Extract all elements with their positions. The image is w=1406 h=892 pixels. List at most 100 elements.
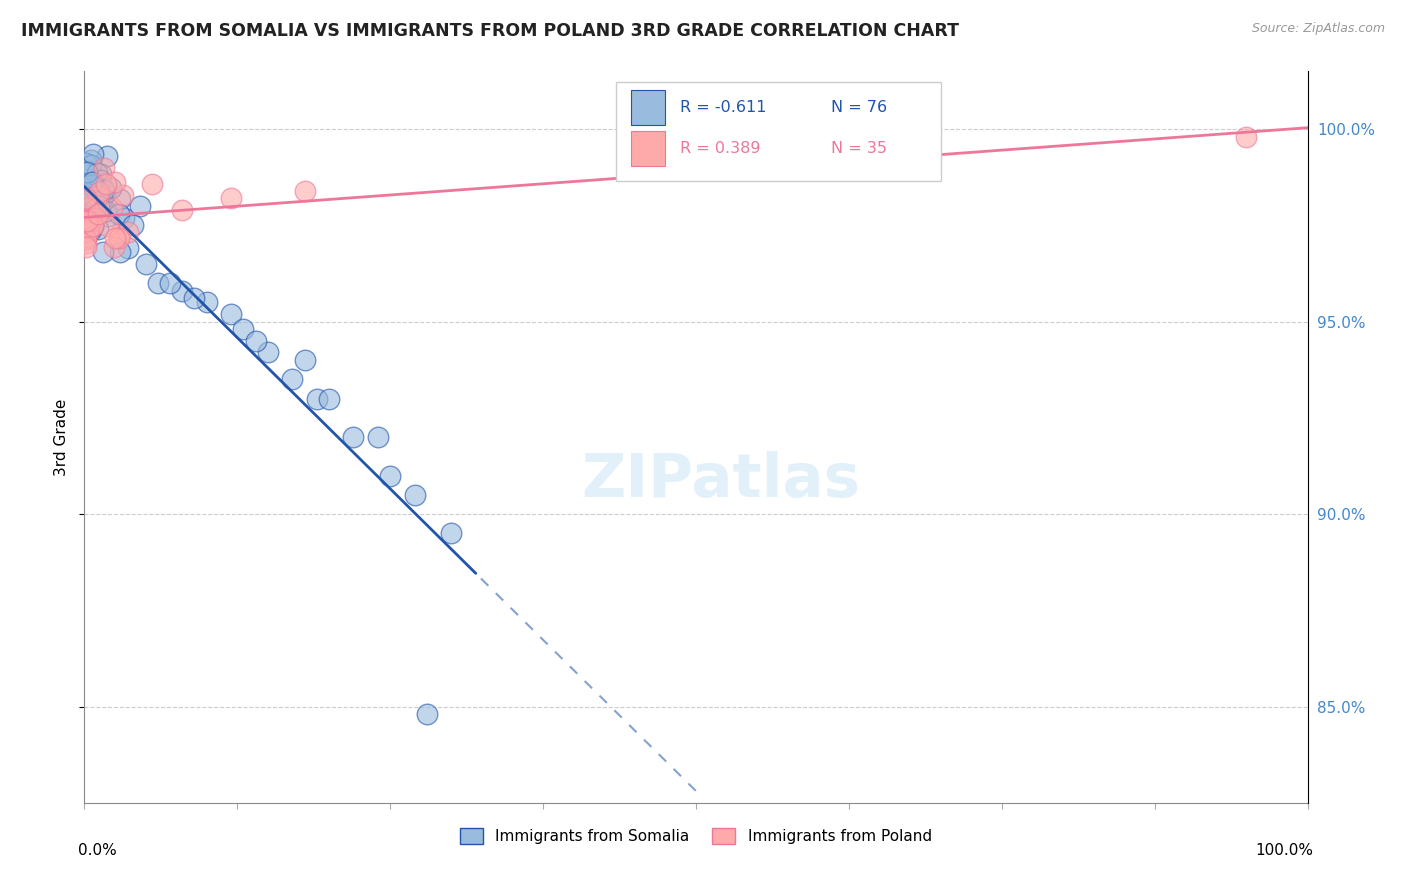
Point xyxy=(103,240,125,254)
Point xyxy=(91,245,114,260)
Point xyxy=(404,488,426,502)
Text: Source: ZipAtlas.com: Source: ZipAtlas.com xyxy=(1251,22,1385,36)
Point xyxy=(82,219,104,234)
Point xyxy=(232,322,254,336)
Point xyxy=(281,372,304,386)
Point xyxy=(96,149,118,163)
Point xyxy=(75,197,97,211)
Point xyxy=(79,215,101,229)
Point xyxy=(83,173,105,187)
Point xyxy=(83,178,105,192)
Point xyxy=(104,176,127,190)
Point xyxy=(77,176,100,190)
Point xyxy=(129,199,152,213)
Point xyxy=(76,200,98,214)
Point xyxy=(82,219,104,233)
Point xyxy=(294,353,316,368)
Point xyxy=(84,202,107,216)
Point xyxy=(77,221,100,235)
Point xyxy=(79,211,101,226)
Point xyxy=(84,183,107,197)
Point xyxy=(77,203,100,218)
Point xyxy=(80,158,103,172)
Point xyxy=(76,213,98,227)
FancyBboxPatch shape xyxy=(616,82,941,181)
Point xyxy=(122,219,145,233)
Point xyxy=(219,191,242,205)
Point xyxy=(83,194,105,208)
Text: R = 0.389: R = 0.389 xyxy=(681,141,761,156)
Point xyxy=(87,222,110,236)
Point xyxy=(294,184,316,198)
Point xyxy=(89,199,111,213)
Point xyxy=(112,211,135,226)
Point xyxy=(172,202,194,217)
Point xyxy=(107,231,129,245)
Point xyxy=(87,189,110,203)
Text: 100.0%: 100.0% xyxy=(1256,843,1313,858)
Point xyxy=(183,292,205,306)
Text: IMMIGRANTS FROM SOMALIA VS IMMIGRANTS FROM POLAND 3RD GRADE CORRELATION CHART: IMMIGRANTS FROM SOMALIA VS IMMIGRANTS FR… xyxy=(21,22,959,40)
Point xyxy=(75,211,97,225)
Point xyxy=(77,225,100,239)
Point xyxy=(146,276,169,290)
Point xyxy=(111,187,134,202)
Point xyxy=(89,173,111,187)
Point xyxy=(75,230,97,244)
Point xyxy=(93,183,115,197)
Point xyxy=(80,209,103,223)
Point xyxy=(172,284,194,298)
Point xyxy=(97,209,120,223)
Point xyxy=(90,201,112,215)
Point xyxy=(108,245,131,260)
Point xyxy=(80,153,103,167)
Point xyxy=(77,163,100,178)
Point xyxy=(87,185,110,199)
Point xyxy=(82,175,104,189)
Point xyxy=(83,194,105,208)
Bar xyxy=(631,130,665,166)
Point xyxy=(97,219,120,233)
Point xyxy=(108,207,131,221)
Point xyxy=(101,202,124,216)
Point xyxy=(135,257,157,271)
Point xyxy=(87,207,110,221)
Point xyxy=(83,177,105,191)
Text: ZIPatlas: ZIPatlas xyxy=(581,451,860,510)
Text: 0.0%: 0.0% xyxy=(79,843,117,858)
Point xyxy=(82,190,104,204)
Point xyxy=(75,186,97,201)
Point xyxy=(159,276,181,290)
Point xyxy=(84,188,107,202)
Y-axis label: 3rd Grade: 3rd Grade xyxy=(53,399,69,475)
Point xyxy=(93,186,115,200)
Point xyxy=(86,166,108,180)
Point xyxy=(440,526,463,541)
Point xyxy=(84,177,107,191)
Point xyxy=(305,392,328,406)
Point xyxy=(75,191,97,205)
Text: N = 35: N = 35 xyxy=(831,141,887,156)
Point xyxy=(76,201,98,215)
Point xyxy=(75,232,97,246)
Point xyxy=(75,214,97,228)
Point xyxy=(1236,129,1258,144)
Point xyxy=(318,392,340,406)
Point xyxy=(76,165,98,179)
Point xyxy=(195,295,218,310)
Point xyxy=(76,224,98,238)
Point xyxy=(90,167,112,181)
Point xyxy=(219,307,242,321)
Point xyxy=(76,214,98,228)
Point xyxy=(96,177,118,191)
Point xyxy=(79,186,101,201)
Point xyxy=(108,227,131,242)
Point xyxy=(342,430,364,444)
Point xyxy=(80,223,103,237)
Point xyxy=(82,217,104,231)
Point xyxy=(84,211,107,225)
Point xyxy=(79,218,101,232)
Point xyxy=(82,219,104,233)
Point xyxy=(75,235,97,250)
Point xyxy=(367,430,389,444)
